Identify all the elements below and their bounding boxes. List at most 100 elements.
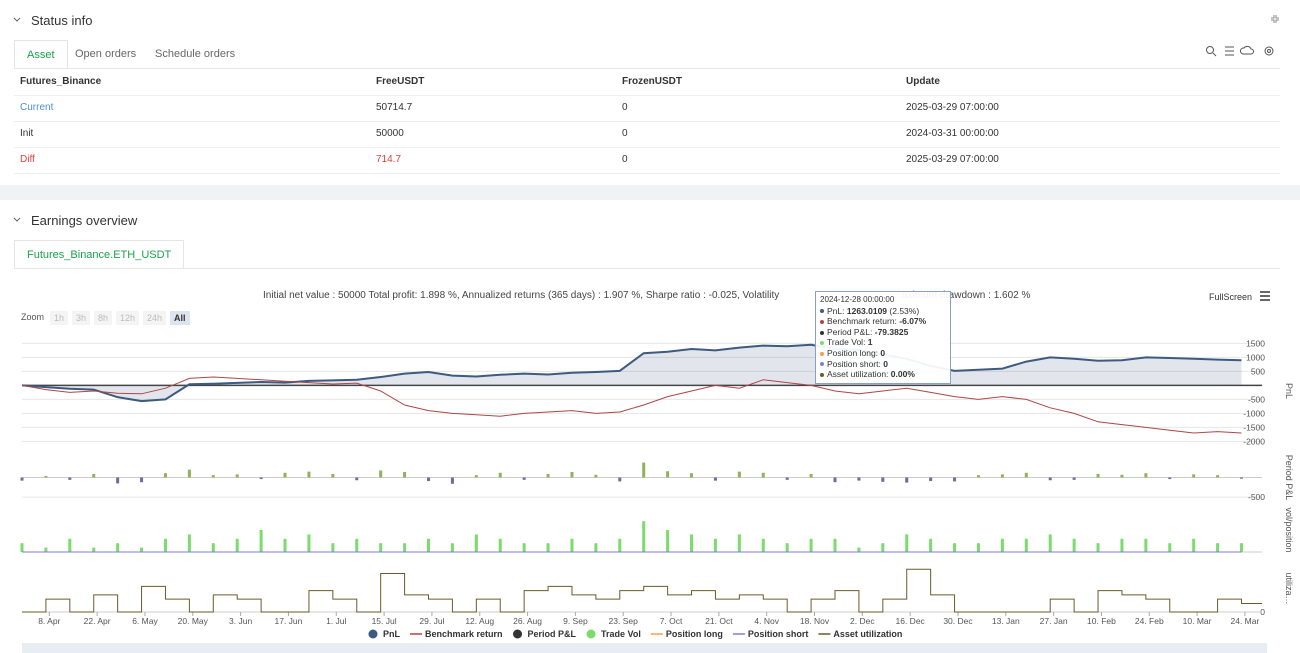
- zoom-button[interactable]: 1h: [50, 311, 69, 325]
- bar: [737, 471, 741, 478]
- tooltip-row: PnL: 1263.0109 (2.53%): [820, 306, 946, 317]
- bar: [929, 538, 933, 552]
- legend-marker: [513, 629, 523, 639]
- tooltip-date: 2024-12-28 00:00:00: [820, 295, 895, 304]
- y-tick-label: 0: [1260, 607, 1265, 617]
- bar: [1096, 473, 1100, 478]
- tooltip-value: 1: [867, 337, 873, 348]
- legend-label: Position long: [666, 629, 723, 639]
- tooltip-dot: [820, 372, 824, 377]
- x-tick-label: 12. Aug: [465, 616, 494, 626]
- bar: [498, 472, 502, 478]
- bar: [1024, 472, 1028, 478]
- tooltip-label: Benchmark return:: [827, 316, 900, 327]
- bar: [331, 473, 335, 478]
- bar: [594, 474, 598, 478]
- x-tick-label: 2. Dec: [850, 616, 875, 626]
- column-header: Futures_Binance: [20, 76, 102, 87]
- bar: [92, 473, 96, 478]
- bar: [1216, 543, 1220, 552]
- tooltip-value: -6.07%: [899, 316, 927, 327]
- divider: [14, 268, 1280, 269]
- bar: [809, 473, 813, 478]
- bar: [1240, 477, 1244, 479]
- x-tick-label: 10. Mar: [1183, 616, 1212, 626]
- axis-title: vol/position: [1284, 507, 1294, 552]
- y-tick-label: 1500: [1246, 338, 1265, 348]
- zoom-button[interactable]: All: [170, 311, 190, 325]
- bar: [1096, 543, 1100, 552]
- bar: [1120, 474, 1124, 478]
- bar: [44, 547, 48, 552]
- bar: [1216, 475, 1220, 478]
- bar: [116, 477, 120, 484]
- x-tick-label: 24. Feb: [1135, 616, 1164, 626]
- divider: [14, 68, 1280, 69]
- table-cell: 2024-03-31 00:00:00: [906, 128, 999, 139]
- x-tick-label: 21. Oct: [705, 616, 733, 626]
- bar: [1144, 538, 1148, 552]
- status-section: Status info Asset Open orders Schedule ord…: [0, 0, 1300, 185]
- tab[interactable]: Open orders: [75, 48, 137, 60]
- zoom-button[interactable]: 8h: [94, 311, 113, 325]
- y-tick-label: -1500: [1243, 422, 1265, 432]
- bar: [785, 543, 789, 552]
- fullscreen-button[interactable]: FullScreen: [1209, 292, 1253, 302]
- tab[interactable]: Schedule orders: [155, 48, 236, 60]
- y-tick-label: -500: [1248, 394, 1265, 404]
- bar: [881, 543, 885, 552]
- bar: [1048, 477, 1052, 481]
- bar: [474, 534, 478, 552]
- zoom-button[interactable]: 12h: [116, 311, 140, 325]
- bar: [953, 477, 957, 482]
- bar: [427, 538, 431, 552]
- table-cell: 50714.7: [376, 102, 413, 113]
- chevron[interactable]: [12, 15, 22, 25]
- x-tick-label: 13. Jan: [992, 616, 1020, 626]
- tooltip-value: 1263.0109: [846, 305, 888, 316]
- tooltip-label: Position long:: [827, 347, 881, 358]
- x-tick-label: 4. Nov: [754, 616, 779, 626]
- column-header: FreeUSDT: [376, 76, 425, 87]
- collapse-icon[interactable]: [1270, 14, 1280, 24]
- y-tick-label: 500: [1251, 366, 1265, 376]
- tab[interactable]: Futures_Binance.ETH_USDT: [14, 240, 185, 269]
- toolbar-icons[interactable]: [1205, 44, 1280, 58]
- bar: [976, 543, 980, 552]
- bar: [307, 534, 311, 552]
- bar: [44, 475, 48, 478]
- bar: [1168, 543, 1172, 552]
- bar: [355, 538, 359, 552]
- tooltip-dot: [820, 362, 824, 367]
- legend-label: Trade Vol: [601, 629, 641, 639]
- x-tick-label: 20. May: [178, 616, 209, 626]
- tooltip-dot: [820, 319, 824, 324]
- tab[interactable]: Asset: [14, 40, 68, 69]
- series-line: [21, 343, 1242, 403]
- table-cell: Diff: [20, 154, 35, 165]
- bar: [522, 543, 526, 552]
- bar: [1000, 538, 1004, 552]
- bar: [905, 534, 909, 552]
- bar: [737, 534, 741, 552]
- tooltip-row: Position short: 0: [820, 359, 946, 370]
- section-title: Earnings overview: [31, 213, 138, 228]
- section-title: Status info: [31, 13, 93, 28]
- navigator[interactable]: [22, 643, 1267, 653]
- zoom-button[interactable]: 24h: [143, 311, 167, 325]
- x-tick-label: 26. Aug: [513, 616, 542, 626]
- bar: [498, 538, 502, 552]
- bar: [331, 543, 335, 552]
- zoom-button[interactable]: 3h: [72, 311, 91, 325]
- bar: [1120, 538, 1124, 552]
- tooltip-row: Position long: 0: [820, 348, 946, 359]
- legend-label: Benchmark return: [425, 629, 503, 639]
- column-header: Update: [906, 76, 940, 87]
- bar: [450, 477, 454, 484]
- chevron[interactable]: [12, 215, 22, 225]
- bar: [403, 472, 407, 478]
- menu-icon[interactable]: [1259, 291, 1271, 301]
- bar: [1000, 474, 1004, 478]
- x-tick-label: 22. Apr: [84, 616, 111, 626]
- series-line: [21, 376, 1242, 434]
